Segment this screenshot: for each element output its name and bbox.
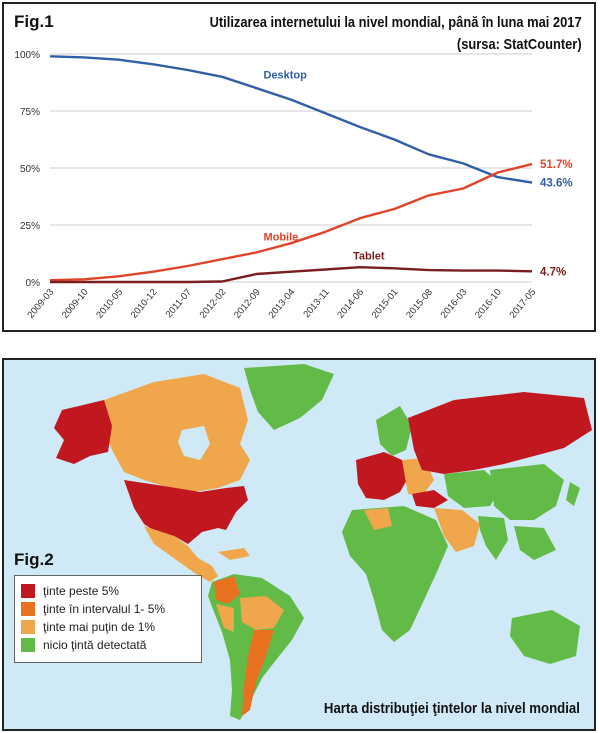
x-tick-label: 2012-02 [198, 287, 229, 321]
x-tick-label: 2011-07 [164, 287, 194, 320]
x-tick-label: 2013-04 [266, 287, 297, 321]
fig1-label: Fig.1 [14, 12, 54, 31]
y-tick-label: 100% [14, 50, 40, 61]
x-tick-label: 2014-06 [335, 287, 366, 321]
fig2-panel: Fig.2 ţinte peste 5% ţinte în intervalul… [2, 358, 596, 731]
map-caption: Harta distribuţiei ţintelor la nivel mon… [324, 700, 580, 717]
x-tick-label: 2017-05 [507, 287, 538, 321]
map-region [54, 400, 112, 464]
legend-item: ţinte în intervalul 1- 5% [21, 600, 195, 618]
series-end-label: 51.7% [540, 159, 573, 171]
x-tick-label: 2010-12 [129, 287, 160, 321]
x-tick-label: 2013-11 [301, 287, 331, 320]
y-tick-label: 50% [20, 164, 40, 175]
x-tick-label: 2010-05 [94, 287, 125, 321]
series-name-label: Desktop [263, 69, 307, 81]
legend-item: ţinte peste 5% [21, 582, 195, 600]
map-region [242, 630, 274, 716]
legend-label: ţinte peste 5% [43, 584, 120, 598]
y-tick-label: 25% [20, 221, 40, 232]
x-tick-label: 2012-09 [232, 287, 263, 321]
map-region [364, 508, 392, 530]
fig1-panel: Fig.1 Utilizarea internetului la nivel m… [2, 2, 596, 332]
map-region [216, 604, 234, 632]
series-end-label: 4.7% [540, 266, 566, 278]
legend-swatch [21, 638, 35, 652]
y-tick-label: 0% [26, 278, 41, 289]
map-region [124, 480, 248, 544]
world-map [54, 364, 592, 720]
map-region [510, 610, 580, 664]
x-tick-label: 2016-10 [473, 287, 504, 321]
series-end-label: 43.6% [540, 178, 573, 190]
map-region [412, 490, 448, 508]
map-region [144, 526, 218, 582]
legend-label: ţinte mai puţin de 1% [43, 620, 156, 634]
x-tick-label: 2009-10 [60, 287, 91, 321]
map-legend: ţinte peste 5% ţinte în intervalul 1- 5%… [14, 575, 202, 663]
map-region [104, 374, 250, 492]
map-region [218, 548, 250, 560]
legend-label: nicio ţintă detectată [43, 638, 147, 652]
x-tick-label: 2016-03 [439, 287, 470, 321]
series-name-label: Mobile [263, 232, 298, 244]
series-line-tablet [50, 266, 533, 284]
series-name-label: Tablet [353, 251, 385, 263]
legend-item: nicio ţintă detectată [21, 636, 195, 654]
y-tick-label: 75% [20, 107, 40, 118]
map-region [514, 526, 556, 560]
legend-swatch [21, 602, 35, 616]
map-region [244, 364, 334, 430]
fig1-title-line1: Utilizarea internetului la nivel mondial… [209, 14, 582, 31]
map-region [490, 464, 564, 520]
legend-label: ţinte în intervalul 1- 5% [43, 602, 166, 616]
legend-swatch [21, 584, 35, 598]
map-region [240, 596, 284, 630]
map-region [478, 516, 508, 560]
map-region [376, 406, 412, 456]
map-region [434, 508, 480, 552]
map-region [342, 506, 448, 642]
x-tick-label: 2015-01 [370, 287, 401, 321]
fig1-title: Utilizarea internetului la nivel mondial… [210, 12, 582, 56]
line-chart: 100% 75% 50% 25% 0%2009-03 2009-10 2010-05 2010… [14, 50, 573, 321]
fig1-title-line2: (sursa: StatCounter) [457, 36, 582, 53]
x-tick-label: 2015-08 [404, 287, 435, 321]
series-line-desktop [49, 55, 533, 184]
map-region [444, 470, 502, 508]
legend-swatch [21, 620, 35, 634]
x-tick-label: 2009-03 [25, 287, 56, 321]
legend-item: ţinte mai puţin de 1% [21, 618, 195, 636]
map-region [566, 482, 580, 506]
fig2-label: Fig.2 [14, 550, 54, 569]
map-region [214, 576, 240, 604]
series-line-mobile [49, 162, 533, 282]
map-region [408, 392, 592, 474]
map-region [356, 452, 408, 500]
map-region [178, 426, 210, 460]
